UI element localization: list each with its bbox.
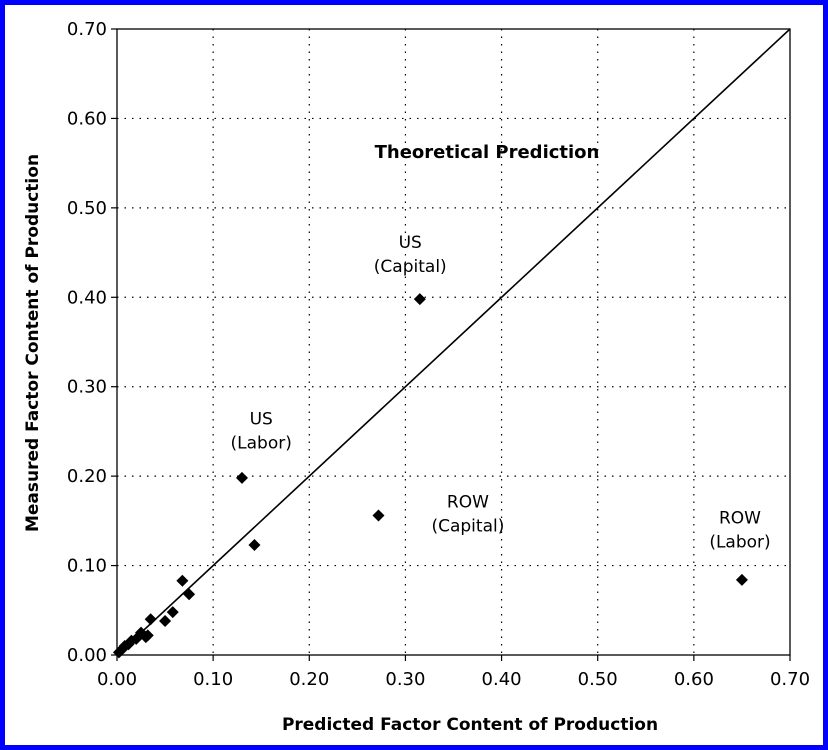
y-tick-label: 0.20 — [67, 466, 107, 487]
data-point — [141, 629, 154, 642]
point-annotation: US (Capital) — [374, 233, 447, 277]
y-tick-label: 0.50 — [67, 198, 107, 219]
annotation-line: (Labor) — [231, 433, 292, 453]
x-tick-label: 0.10 — [193, 669, 233, 690]
data-point — [183, 588, 196, 601]
x-tick-label: 0.50 — [578, 669, 618, 690]
data-point — [144, 613, 157, 626]
data-point — [176, 574, 189, 587]
annotations: US (Capital) US (Labor) ROW (Capital) ROW (Labo… — [231, 233, 771, 552]
data-points — [112, 293, 748, 659]
tick-labels: 0.00 0.10 0.20 0.30 0.40 0.50 0.60 0.70 0.00 0.10… — [67, 19, 810, 690]
y-tick-label: 0.00 — [67, 645, 107, 666]
y-tick-label: 0.30 — [67, 377, 107, 398]
annotation-line: (Capital) — [374, 257, 447, 277]
data-point — [235, 471, 248, 484]
annotation-line: US — [250, 409, 273, 429]
point-annotation: ROW (Labor) — [709, 509, 770, 553]
data-point — [248, 539, 261, 552]
annotation-line: (Capital) — [431, 516, 504, 536]
x-tick-label: 0.30 — [385, 669, 425, 690]
x-tick-label: 0.00 — [97, 669, 137, 690]
y-tick-label: 0.60 — [67, 108, 107, 129]
y-tick-label: 0.40 — [67, 287, 107, 308]
annotation-line: ROW — [719, 509, 761, 529]
point-annotation: ROW (Capital) — [431, 492, 504, 536]
y-tick-label: 0.10 — [67, 556, 107, 577]
annotation-line: US — [399, 233, 422, 253]
x-tick-label: 0.70 — [770, 669, 810, 690]
theoretical-prediction-line-group — [116, 28, 791, 656]
data-point — [159, 615, 172, 628]
y-axis-title: Measured Factor Content of Production — [23, 154, 43, 532]
plot-border — [116, 28, 791, 656]
annotation-line: (Labor) — [709, 533, 770, 553]
annotation-line: ROW — [447, 492, 489, 512]
x-tick-label: 0.60 — [674, 669, 714, 690]
theoretical-prediction-line — [116, 28, 791, 656]
point-annotation: US (Labor) — [231, 409, 292, 453]
theoretical-prediction-label: Theoretical Prediction — [375, 142, 600, 163]
axes — [111, 28, 791, 661]
data-point — [413, 293, 426, 306]
y-tick-label: 0.70 — [67, 19, 107, 40]
data-point — [166, 606, 179, 619]
data-point — [372, 509, 385, 522]
x-tick-label: 0.40 — [482, 669, 522, 690]
x-tick-label: 0.20 — [289, 669, 329, 690]
x-axis-title: Predicted Factor Content of Production — [282, 715, 658, 735]
data-point — [735, 573, 748, 586]
